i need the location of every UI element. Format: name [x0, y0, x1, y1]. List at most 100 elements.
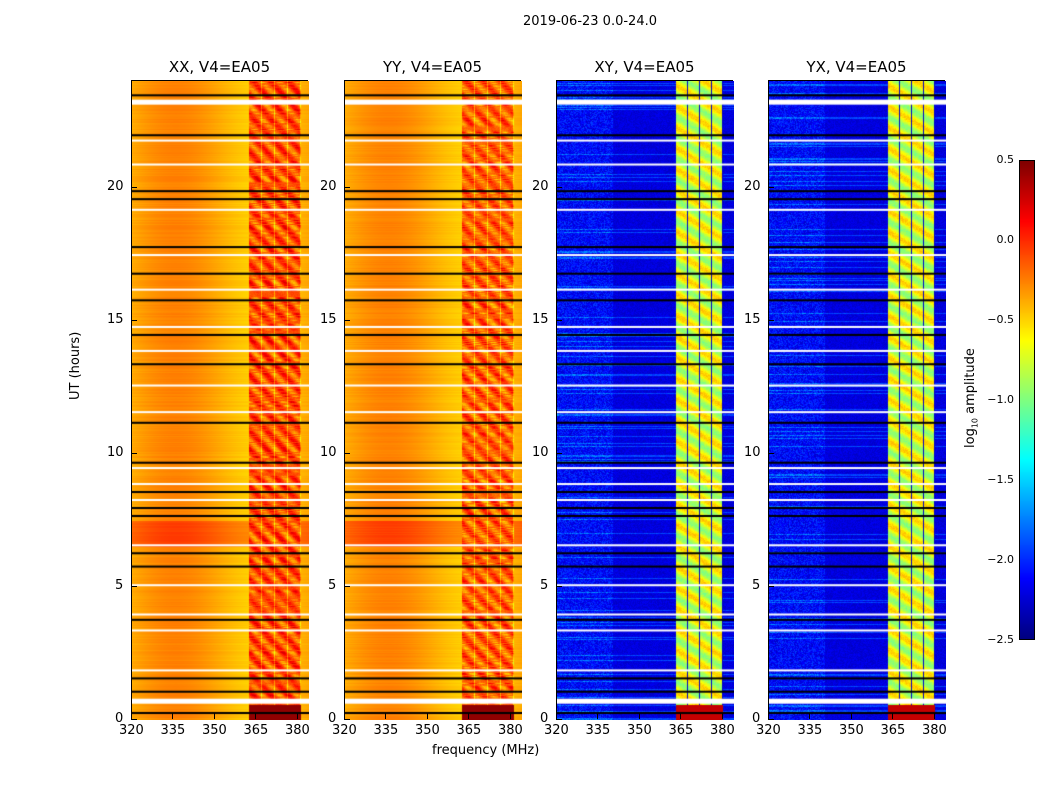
colorbar — [1019, 160, 1035, 640]
y-tick-label: 5 — [752, 577, 761, 593]
x-tick-label: 335 — [373, 723, 399, 738]
y-tick-mark — [556, 719, 562, 720]
colorbar-tick-label: −2.5 — [987, 633, 1014, 646]
x-tick-label: 380 — [709, 723, 735, 738]
x-tick-label: 380 — [921, 723, 947, 738]
y-tick-label: 0 — [752, 711, 761, 726]
y-tick-mark — [768, 319, 774, 321]
y-tick-label: 20 — [744, 178, 761, 194]
colorbar-tick-label: 0.5 — [996, 153, 1015, 166]
y-tick-label: 15 — [744, 311, 761, 327]
x-tick-mark — [296, 713, 298, 719]
panel-title: YY, V4=EA05 — [382, 58, 483, 76]
x-tick-label: 335 — [585, 723, 611, 738]
y-tick-mark — [131, 719, 137, 720]
colorbar-tick-label: −0.5 — [987, 313, 1014, 326]
y-tick-label: 5 — [540, 577, 549, 593]
y-tick-mark — [344, 585, 350, 587]
x-tick-mark — [597, 713, 599, 719]
y-tick-label: 5 — [115, 577, 124, 593]
y-tick-label: 10 — [320, 444, 337, 460]
y-tick-mark — [556, 585, 562, 587]
x-tick-mark — [131, 713, 132, 719]
heatmap-panel-0 — [131, 80, 309, 720]
y-tick-mark — [344, 319, 350, 321]
x-tick-mark — [468, 713, 470, 719]
heatmap-cells — [345, 81, 522, 720]
y-tick-label: 10 — [744, 444, 761, 460]
y-tick-label: 15 — [532, 311, 549, 327]
heatmap-panel-1 — [344, 80, 522, 720]
heatmap-panel-3 — [768, 80, 946, 720]
y-tick-mark — [344, 719, 350, 720]
x-tick-mark — [213, 713, 215, 719]
y-tick-label: 20 — [320, 178, 337, 194]
x-tick-mark — [172, 713, 174, 719]
x-tick-mark — [892, 713, 894, 719]
y-tick-label: 15 — [320, 311, 337, 327]
x-tick-mark — [509, 713, 511, 719]
y-tick-mark — [344, 186, 350, 188]
x-tick-label: 365 — [456, 723, 482, 738]
x-tick-mark — [344, 713, 345, 719]
y-tick-label: 5 — [328, 577, 337, 593]
y-tick-mark — [344, 452, 350, 454]
x-tick-label: 350 — [626, 723, 652, 738]
x-tick-label: 320 — [756, 723, 781, 738]
y-tick-mark — [768, 186, 774, 188]
y-tick-label: 0 — [115, 711, 124, 726]
x-tick-label: 350 — [201, 723, 227, 738]
x-tick-label: 320 — [544, 723, 569, 738]
y-tick-label: 20 — [532, 178, 549, 194]
x-tick-label: 335 — [160, 723, 186, 738]
y-tick-mark — [768, 452, 774, 454]
heatmap-cells — [769, 81, 946, 720]
x-tick-mark — [850, 713, 852, 719]
y-tick-mark — [556, 452, 562, 454]
y-tick-label: 10 — [107, 444, 124, 460]
x-tick-mark — [809, 713, 811, 719]
y-tick-mark — [131, 452, 137, 454]
x-tick-mark — [426, 713, 428, 719]
x-tick-mark — [556, 713, 557, 719]
x-tick-label: 380 — [284, 723, 310, 738]
x-tick-mark — [768, 713, 769, 719]
x-tick-label: 365 — [668, 723, 694, 738]
x-tick-mark — [721, 713, 723, 719]
x-tick-mark — [255, 713, 257, 719]
y-tick-label: 20 — [107, 178, 124, 194]
colorbar-tick-label: −2.0 — [987, 553, 1014, 566]
x-tick-mark — [638, 713, 640, 719]
y-tick-mark — [556, 319, 562, 321]
heatmap-cells — [132, 81, 309, 720]
x-tick-label: 380 — [497, 723, 523, 738]
panel-title: XY, V4=EA05 — [594, 58, 695, 76]
y-tick-label: 15 — [107, 311, 124, 327]
x-tick-mark — [680, 713, 682, 719]
x-tick-label: 320 — [119, 723, 144, 738]
x-tick-label: 320 — [332, 723, 357, 738]
y-tick-mark — [556, 186, 562, 188]
y-tick-label: 0 — [328, 711, 337, 726]
y-tick-mark — [131, 186, 137, 188]
y-tick-label: 10 — [532, 444, 549, 460]
heatmap-panel-2 — [556, 80, 734, 720]
x-tick-mark — [933, 713, 935, 719]
x-tick-label: 365 — [243, 723, 269, 738]
panel-title: XX, V4=EA05 — [168, 58, 271, 76]
y-tick-mark — [131, 319, 137, 321]
colorbar-tick-label: 0.0 — [996, 233, 1015, 246]
x-tick-label: 350 — [838, 723, 864, 738]
x-axis-label: frequency (MHz) — [432, 743, 540, 758]
colorbar-tick-label: −1.0 — [987, 393, 1014, 406]
colorbar-label: log10 amplitude — [963, 348, 980, 448]
figure-title: 2019-06-23 0.0-24.0 — [523, 14, 657, 29]
y-tick-mark — [768, 585, 774, 587]
y-tick-label: 0 — [540, 711, 549, 726]
panel-title: YX, V4=EA05 — [806, 58, 907, 76]
colorbar-tick-label: −1.5 — [987, 473, 1014, 486]
x-tick-label: 335 — [797, 723, 823, 738]
x-tick-label: 350 — [414, 723, 440, 738]
y-axis-label: UT (hours) — [68, 331, 83, 400]
